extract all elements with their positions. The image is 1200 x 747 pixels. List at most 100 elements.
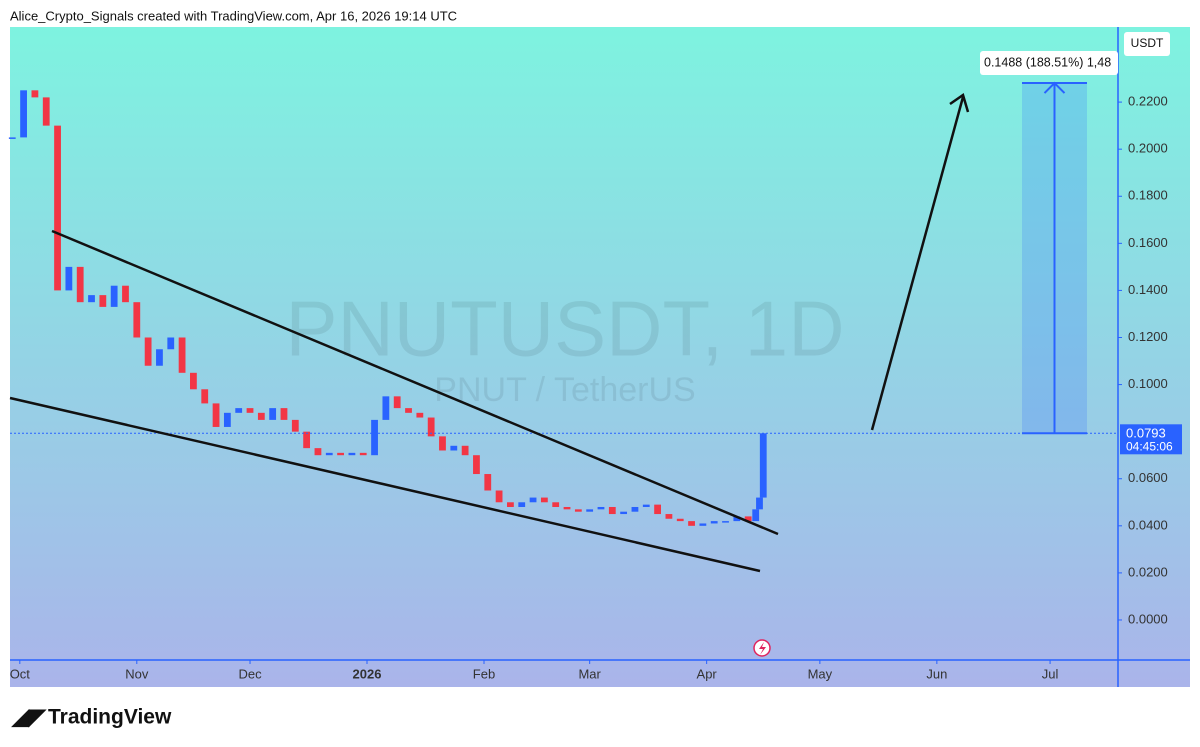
countdown: 04:45:06 [1126,439,1173,453]
footer-logo-mark: ◢◤ [11,704,47,729]
plot: 0.0000 0.0200 0.0400 0.0600 0.1000 0.1200 0.14… [8,51,1182,681]
candle [382,396,390,420]
x-tick-label: Nov [125,666,149,681]
candle [688,521,695,526]
candle [246,408,254,413]
candle [495,490,503,503]
y-tick-label: 0.1000 [1128,376,1168,391]
trendline-lower [9,396,761,573]
y-tick-label: 0.0600 [1128,470,1168,485]
y-tick-label: 0.1400 [1128,282,1168,297]
y-tick-label: 0.1200 [1128,329,1168,344]
currency: USDT [1131,36,1164,50]
candle [235,408,243,413]
candle [563,506,571,510]
candle [110,285,118,307]
candle [133,302,141,338]
candle [733,516,741,522]
chart-background [10,27,1190,687]
candle [665,514,673,519]
y-tick-label: 0.2200 [1128,94,1168,109]
candle [291,419,299,432]
candle [76,266,84,303]
currency-box [1124,32,1170,56]
candle [212,403,220,427]
candle [201,389,209,404]
x-tick-label: 2026 [353,666,382,681]
candle [8,137,16,139]
x-tick-label: Jul [1042,666,1059,681]
footer-bg [0,687,1200,747]
x-tick-label: Dec [238,666,262,681]
candle [608,506,616,515]
candle [42,97,50,126]
candle [190,372,197,390]
candle [744,516,752,522]
candle [122,285,129,303]
measure-arrowhead [1043,81,1066,94]
footer-logo: TradingView [48,706,172,729]
candle [427,417,435,437]
x-tick-label: Jun [926,666,947,681]
x-tick-label: Mar [578,666,601,681]
measure-label-box [980,51,1118,76]
measure-label: 0.1488 (188.51%) 1,48 [984,55,1111,69]
candle [178,337,186,373]
candle [337,452,344,456]
candle [88,295,95,303]
candle [325,452,333,456]
x-tick-label: May [808,666,833,681]
candle [65,266,73,291]
x-tick-label: Feb [473,666,495,681]
candle [156,349,163,366]
x-tick-label: Oct [10,666,31,681]
candle [552,502,560,507]
event-icon-bolt [759,642,766,655]
candle [359,452,367,456]
candle [631,506,639,512]
candle [759,433,767,498]
candle [529,497,537,503]
y-tick-label: 0.0000 [1128,611,1168,626]
candle [257,412,265,420]
y-tick-label: 0.1800 [1128,188,1168,203]
y-tick-label: 0.0400 [1128,517,1168,532]
candle [405,408,412,413]
candle [20,90,27,138]
candle [450,445,458,451]
arrow-shaft [870,96,965,431]
candle [676,518,684,522]
candle [597,506,605,510]
trendline-upper [51,229,779,536]
y-tick-label: 0.2000 [1128,141,1168,156]
candle [280,408,288,420]
candle [439,436,446,451]
candle [303,431,311,449]
candle [371,419,378,456]
candle [393,396,401,409]
candle [586,509,594,512]
candle [540,497,548,503]
watermark: PNUTUSDT, 1D [285,285,844,373]
candle [31,90,39,98]
candle [620,511,628,515]
candle [54,125,61,291]
candle [348,452,356,456]
candle [699,523,707,526]
candle [314,448,322,456]
candle [473,455,480,475]
candle [642,504,650,507]
watermark-sub: PNUT / TetherUS [434,371,695,409]
candle [269,408,277,420]
candle [654,504,661,515]
candle [144,337,152,366]
candle [574,509,582,512]
candle [99,295,107,307]
candle [167,337,175,350]
candle [461,445,469,456]
arrow-head [949,92,970,113]
candle [756,497,763,510]
candle [518,502,526,507]
candle [507,502,514,507]
